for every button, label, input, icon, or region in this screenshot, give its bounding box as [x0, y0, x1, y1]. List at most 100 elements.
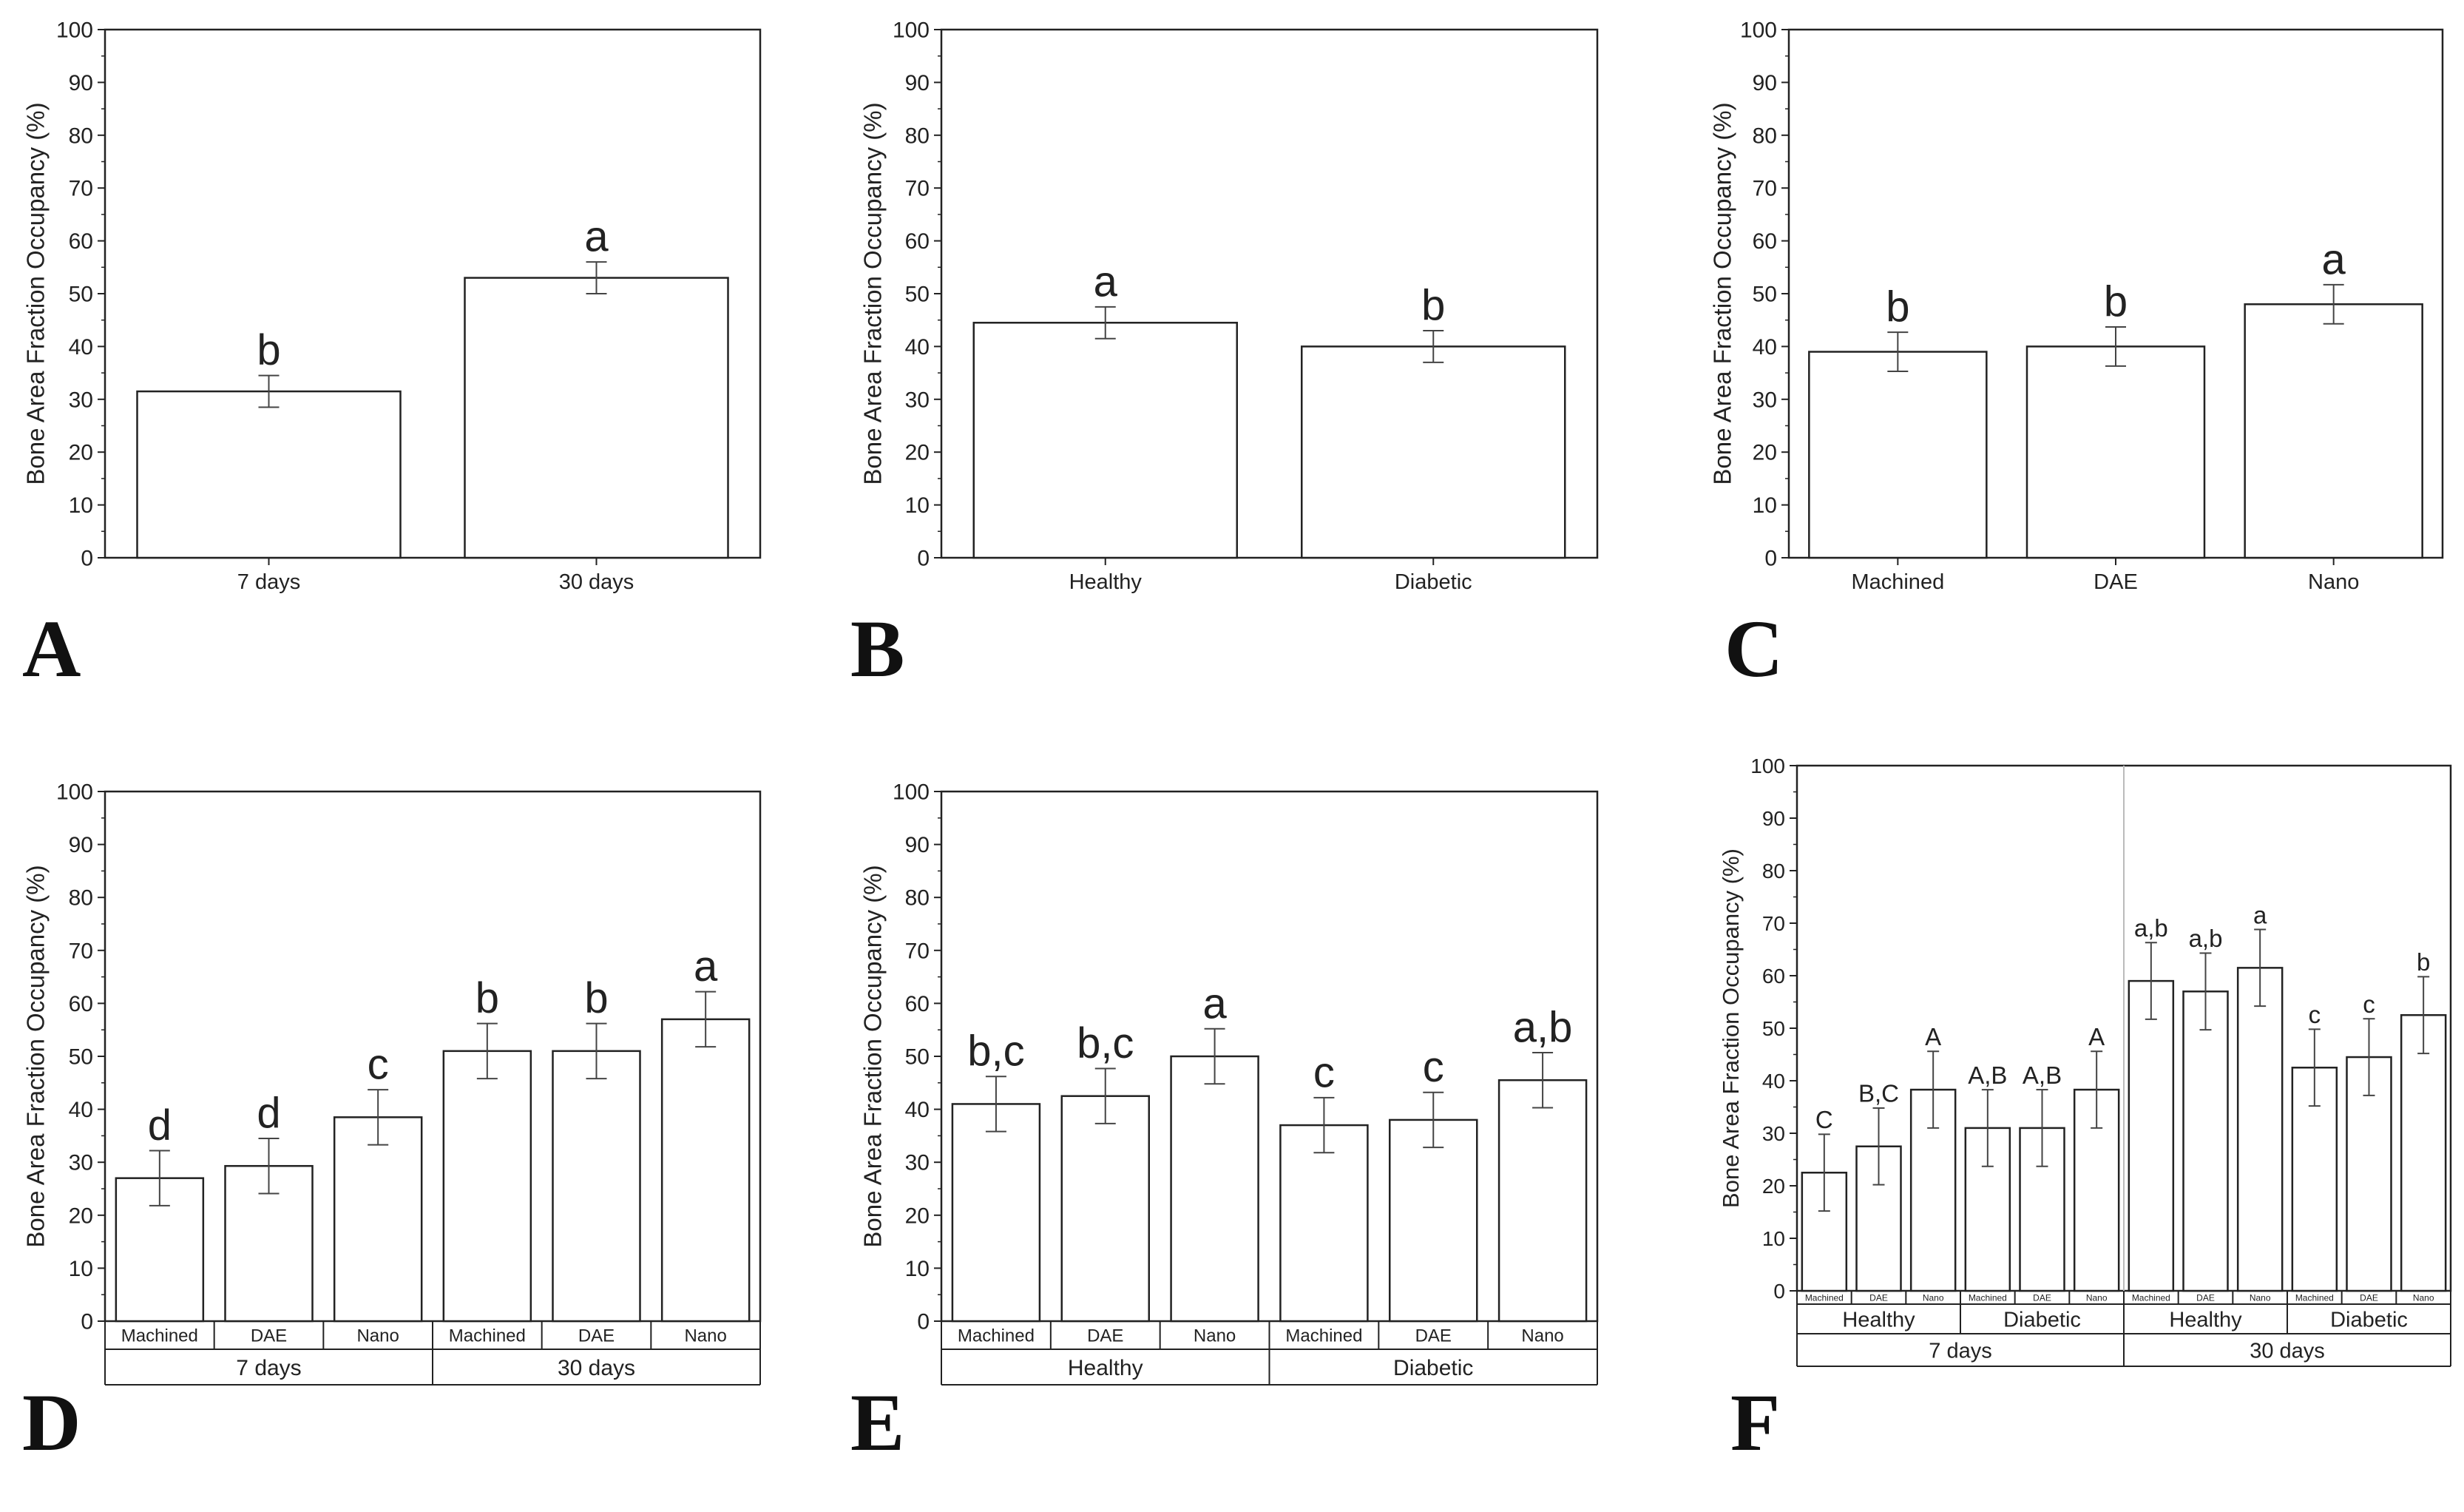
bar — [1389, 1118, 1478, 1323]
y-tick-label: 10 — [1753, 493, 1777, 518]
y-tick-label: 100 — [1740, 18, 1777, 43]
y-tick-label: 100 — [56, 18, 93, 43]
category-label: Nano — [1521, 1326, 1563, 1346]
significance-letter: A,B — [2023, 1062, 2062, 1089]
category-label: Machined — [1969, 1292, 2007, 1303]
y-tick-label: 90 — [1762, 807, 1785, 830]
bar — [552, 1050, 641, 1323]
y-tick-label: 50 — [905, 283, 930, 307]
y-tick-label: 10 — [69, 493, 93, 518]
bar — [2244, 303, 2423, 559]
x-tick-label: Machined — [1851, 570, 1944, 594]
category-label: Nano — [684, 1326, 726, 1346]
y-tick-label: 20 — [69, 1204, 93, 1228]
significance-letter: a — [584, 213, 609, 261]
significance-letter: b — [2104, 277, 2128, 325]
significance-letter: a,b — [2189, 925, 2223, 952]
category-label: DAE — [2033, 1292, 2051, 1303]
significance-letter: a,b — [2134, 914, 2168, 942]
y-tick-label: 100 — [56, 780, 93, 805]
significance-letter: a — [2253, 901, 2267, 928]
category-label: DAE — [1415, 1326, 1452, 1346]
significance-letter: b,c — [967, 1027, 1024, 1076]
y-tick-label: 60 — [1753, 229, 1777, 254]
significance-letter: d — [257, 1089, 280, 1137]
y-tick-label: 30 — [1762, 1122, 1785, 1145]
category-label: Machined — [449, 1326, 526, 1346]
bar — [1909, 1088, 1957, 1292]
y-tick-label: 80 — [905, 886, 930, 911]
y-axis-label: Bone Area Fraction Occupancy (%) — [859, 102, 887, 485]
y-tick-label: 0 — [81, 1310, 93, 1334]
bar — [136, 390, 402, 559]
category-label: Machined — [2295, 1292, 2334, 1303]
y-tick-label: 100 — [1750, 755, 1785, 777]
y-tick-label: 70 — [905, 177, 930, 201]
significance-letter: b — [2417, 948, 2430, 976]
y-tick-label: 30 — [1753, 388, 1777, 412]
x-tick-label: Diabetic — [1395, 570, 1472, 594]
y-axis-label: Bone Area Fraction Occupancy (%) — [859, 865, 887, 1247]
significance-letter: a,b — [1513, 1003, 1573, 1051]
panel-d-chart: 0 10 20 30 40 50 60 70 80 90 100 Bone Area Fraction… — [22, 780, 762, 1468]
y-tick-label: 90 — [69, 71, 93, 95]
y-tick-label: 70 — [1762, 912, 1785, 935]
bar — [2128, 979, 2175, 1292]
group-label: Diabetic — [2330, 1308, 2408, 1332]
y-tick-label: 40 — [69, 335, 93, 360]
panel-b-chart: 0 10 20 30 40 50 60 70 80 90 100 Bone Area Fraction… — [850, 18, 1599, 694]
y-tick-label: 20 — [1753, 441, 1777, 465]
category-label: Nano — [2086, 1292, 2108, 1303]
bar — [1279, 1124, 1369, 1323]
category-label: DAE — [1869, 1292, 1888, 1303]
y-tick-label: 0 — [1773, 1280, 1785, 1303]
group-label: Healthy — [1842, 1308, 1915, 1332]
significance-letter: c — [2309, 1001, 2321, 1028]
significance-letter: C — [1815, 1106, 1833, 1133]
bar — [2182, 990, 2229, 1292]
panel-f-chart: 0 10 20 30 40 50 60 70 80 90 100 Bone Area Fraction… — [1718, 755, 2452, 1468]
significance-letter: a — [1202, 979, 1227, 1027]
bar — [1170, 1055, 1259, 1323]
y-tick-label: 30 — [905, 1151, 930, 1175]
bar — [951, 1103, 1041, 1323]
bar — [2025, 345, 2206, 559]
significance-letter: B,C — [1858, 1080, 1899, 1107]
panel-c-chart: 0 10 20 30 40 50 60 70 80 90 100 Bone Area Fraction… — [1709, 18, 2444, 694]
x-tick-label: Nano — [2308, 570, 2359, 594]
y-tick-label: 40 — [905, 1098, 930, 1122]
y-tick-label: 0 — [917, 547, 930, 571]
group-label: 30 days — [2250, 1339, 2325, 1363]
category-label: DAE — [578, 1326, 615, 1346]
y-tick-label: 30 — [69, 388, 93, 412]
category-label: Nano — [356, 1326, 399, 1346]
y-tick-label: 40 — [1753, 335, 1777, 360]
category-label: Nano — [1923, 1292, 1944, 1303]
y-tick-label: 90 — [905, 71, 930, 95]
bar — [1060, 1095, 1150, 1323]
y-tick-label: 0 — [1764, 547, 1777, 571]
category-label: Machined — [958, 1326, 1035, 1346]
y-tick-label: 80 — [1762, 860, 1785, 882]
y-tick-label: 80 — [905, 124, 930, 148]
panel-e-chart: 0 10 20 30 40 50 60 70 80 90 100 Bone Area Fraction… — [850, 780, 1599, 1468]
panel-letter: D — [22, 1377, 81, 1468]
panel-letter: C — [1725, 604, 1783, 694]
panel-a-chart: 0 10 20 30 40 50 60 70 80 90 100 Bone Area Fraction… — [22, 18, 762, 694]
category-label: DAE — [2196, 1292, 2215, 1303]
y-tick-label: 40 — [1762, 1070, 1785, 1093]
group-label: Healthy — [1068, 1356, 1143, 1380]
y-axis-label: Bone Area Fraction Occupancy (%) — [22, 865, 50, 1247]
y-tick-label: 50 — [905, 1045, 930, 1070]
y-tick-label: 90 — [905, 833, 930, 857]
significance-letter: c — [368, 1041, 389, 1089]
significance-letter: b,c — [1077, 1019, 1134, 1067]
y-tick-label: 60 — [905, 229, 930, 254]
y-tick-label: 40 — [905, 335, 930, 360]
y-tick-label: 50 — [1753, 283, 1777, 307]
y-axis-label: Bone Area Fraction Occupancy (%) — [22, 102, 50, 485]
y-tick-label: 60 — [69, 229, 93, 254]
category-label: Nano — [1194, 1326, 1236, 1346]
significance-letter: A,B — [1968, 1062, 2007, 1089]
category-label: Machined — [121, 1326, 198, 1346]
